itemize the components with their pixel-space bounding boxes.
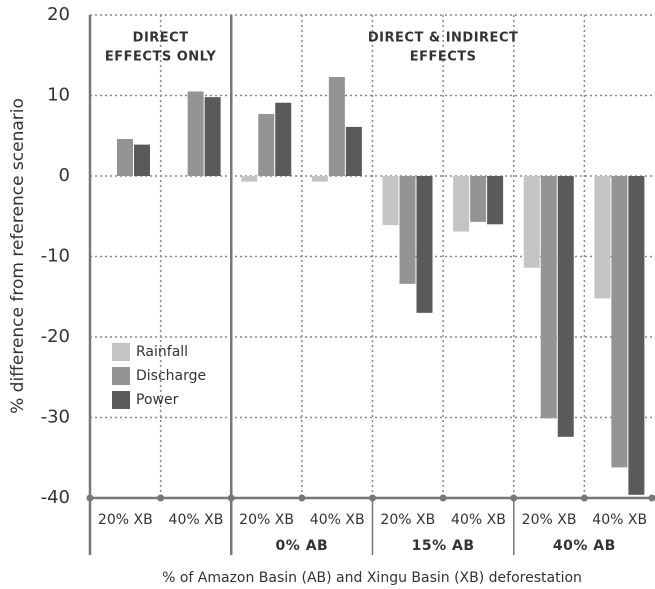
- y-tick-label: 20: [47, 4, 70, 25]
- axis-dot: [86, 494, 94, 502]
- bar: [117, 138, 133, 176]
- y-tick-label: -30: [41, 407, 70, 428]
- axis-dot: [298, 494, 306, 502]
- bar: [187, 91, 204, 176]
- panel-title: DIRECT: [133, 31, 189, 46]
- x-tick-label: 20% XB: [380, 512, 435, 528]
- y-tick-label: 0: [59, 165, 70, 186]
- axis-dot: [157, 494, 165, 502]
- axis-dot: [648, 494, 655, 502]
- axis-dot: [580, 494, 588, 502]
- legend-label: Power: [136, 392, 179, 408]
- axis-dot: [510, 494, 518, 502]
- group-label: 40% AB: [553, 538, 616, 554]
- bar: [540, 176, 557, 419]
- x-tick-label: 20% XB: [522, 512, 577, 528]
- bar: [628, 176, 645, 495]
- bar: [204, 97, 221, 176]
- bar: [311, 176, 328, 182]
- bar: [523, 176, 540, 268]
- bar: [345, 126, 362, 176]
- x-tick-label: 20% XB: [239, 512, 294, 528]
- bar: [594, 176, 611, 299]
- bar: [416, 176, 433, 313]
- x-tick-label: 40% XB: [310, 512, 365, 528]
- bar: [470, 176, 487, 222]
- x-tick-label: 20% XB: [98, 512, 153, 528]
- panel-title: EFFECTS ONLY: [105, 50, 217, 65]
- bar: [241, 176, 258, 182]
- bar: [258, 114, 275, 176]
- bar: [487, 176, 504, 225]
- x-axis-label: % of Amazon Basin (AB) and Xingu Basin (…: [162, 570, 582, 586]
- bar: [453, 176, 470, 232]
- bar: [328, 76, 345, 176]
- y-tick-label: -40: [41, 487, 70, 508]
- bar: [382, 176, 399, 226]
- x-tick-label: 40% XB: [451, 512, 506, 528]
- y-axis-label: % difference from reference scenario: [8, 98, 28, 414]
- x-tick-label: 40% XB: [169, 512, 224, 528]
- legend-swatch: [112, 391, 130, 409]
- axis-dot: [227, 494, 235, 502]
- axis-dot: [439, 494, 447, 502]
- axis-dot: [369, 494, 376, 502]
- y-tick-label: -20: [41, 326, 70, 347]
- x-tick-label: 40% XB: [592, 512, 647, 528]
- legend-swatch: [112, 367, 130, 385]
- group-label: 0% AB: [276, 538, 329, 554]
- bar: [557, 176, 574, 437]
- panel-title: EFFECTS: [410, 50, 477, 65]
- panel-title: DIRECT & INDIRECT: [368, 31, 518, 46]
- bar: [611, 176, 628, 468]
- y-tick-label: -10: [41, 246, 70, 267]
- y-tick-label: 10: [47, 85, 70, 106]
- bar: [399, 176, 416, 284]
- legend-label: Discharge: [136, 368, 206, 384]
- group-label: 15% AB: [412, 538, 475, 554]
- bar: [275, 102, 292, 176]
- bar: [134, 144, 150, 176]
- legend-label: Rainfall: [136, 344, 188, 360]
- legend-swatch: [112, 343, 130, 361]
